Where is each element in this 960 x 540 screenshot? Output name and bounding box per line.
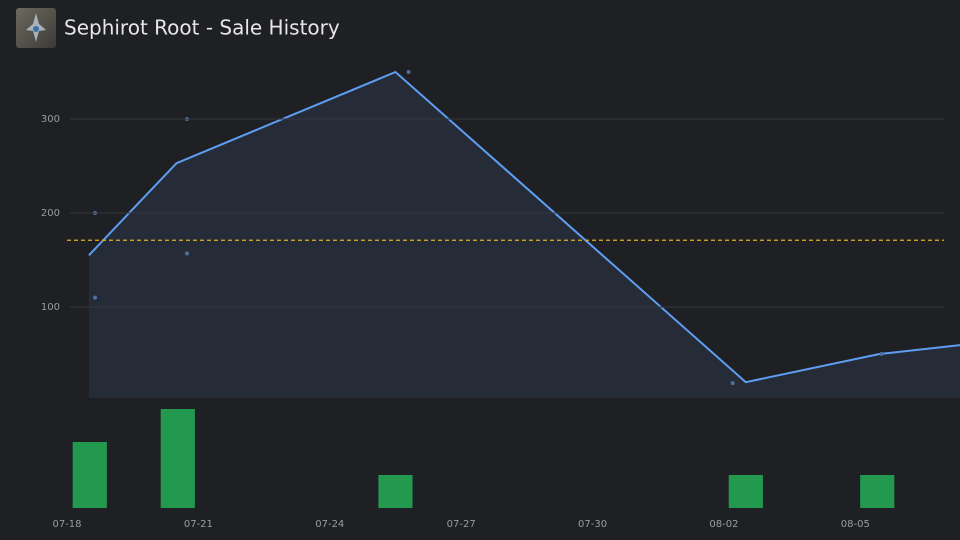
x-tick-label: 07-30 [578,519,607,530]
price-plot [88,70,960,398]
y-tick-label: 200 [41,208,60,219]
x-tick-label: 08-05 [841,519,870,530]
y-tick-label: 300 [41,114,60,125]
x-tick-label: 07-21 [184,519,213,530]
item-icon [16,8,56,48]
sale-point [185,251,190,256]
sale-point [879,352,884,356]
volume-bar [378,475,413,508]
x-tick-label: 07-18 [52,519,81,530]
volume-bar [728,475,763,508]
volume-bar [160,409,195,508]
sale-point [93,295,98,300]
y-tick-label: 100 [41,302,60,313]
x-tick-label: 07-24 [315,519,344,530]
sale-point [406,70,411,74]
x-tick-label: 08-02 [709,519,738,530]
x-tick-label: 07-27 [447,519,476,530]
price-line [88,70,960,384]
volume-bar [860,475,895,508]
price-area [88,72,960,398]
sale-point [730,381,735,386]
volume-bar [72,442,107,508]
page-title: Sephirot Root - Sale History [64,16,340,40]
